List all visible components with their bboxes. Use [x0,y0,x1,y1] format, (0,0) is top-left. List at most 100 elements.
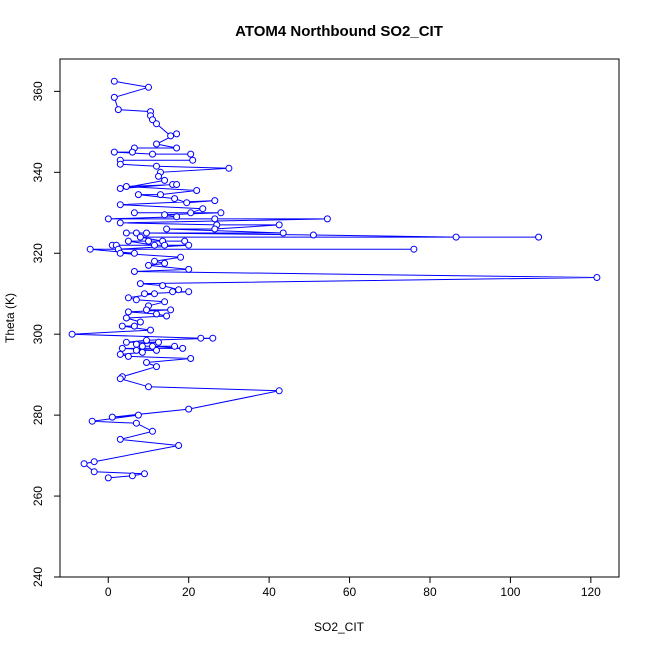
x-tick-label: 120 [581,585,601,599]
data-point [80,460,88,468]
y-tick-label: 300 [31,324,45,344]
data-point [114,106,122,114]
series-points [68,77,601,482]
data-point [155,338,162,346]
data-point [132,296,140,304]
data-point [68,330,76,338]
data-point [153,120,160,128]
data-point [155,172,162,180]
data-point [132,419,140,427]
data-point [161,241,169,249]
y-tick-label: 240 [31,567,45,587]
data-point [211,197,219,205]
data-point [173,181,181,188]
data-point [145,261,152,269]
data-point [211,215,219,223]
data-point [199,205,207,213]
x-tick-label: 20 [182,585,196,599]
data-point [410,245,418,253]
y-axis: 240 260 280 300 320 340 360 [31,81,61,587]
data-point [132,346,140,354]
y-tick-label: 360 [31,81,45,101]
data-point [181,237,189,245]
data-point [132,340,140,348]
data-point [134,191,142,199]
data-point [535,233,543,241]
data-point [151,241,158,249]
data-point [163,225,171,233]
data-point [151,290,158,298]
data-point [225,164,233,172]
y-tick-label: 280 [31,405,45,425]
data-point [171,195,179,203]
data-point [132,229,140,237]
data-point [197,334,205,342]
data-point [189,156,197,164]
data-point [217,209,225,217]
data-point [452,233,460,241]
data-point [128,472,136,480]
data-point [124,294,132,302]
data-point [157,191,164,199]
data-point [136,318,144,326]
data-point [110,77,118,85]
y-tick-label: 260 [31,486,45,506]
x-tick-label: 80 [423,585,437,599]
data-point [275,387,283,395]
data-point [116,160,124,168]
data-point [136,233,144,241]
data-point [161,211,169,219]
data-point [124,237,132,245]
data-point [187,355,195,362]
data-point [167,306,175,314]
data-point [124,308,132,316]
data-point [143,336,150,344]
data-point [177,253,185,261]
data-point [136,280,144,288]
data-point [143,306,150,314]
data-point [124,352,132,360]
data-point [104,215,112,223]
data-point [185,405,193,413]
data-point [122,338,130,346]
data-point [108,413,116,421]
data-point [175,442,183,449]
data-point [116,219,124,227]
data-point [163,312,171,320]
data-point [167,132,175,140]
x-tick-label: 40 [262,585,276,599]
data-point [175,286,183,294]
data-point [185,241,193,249]
data-point [153,162,160,170]
data-point [134,411,142,419]
data-point [279,229,287,237]
data-point [86,245,94,253]
data-point [90,468,98,476]
y-tick-label: 320 [31,243,45,263]
data-point [130,322,138,330]
data-point [128,148,136,156]
x-axis: 0 20 40 60 80 100 120 [105,576,601,599]
data-point [110,93,118,101]
data-point [151,257,158,265]
data-point [122,229,130,237]
data-point [122,314,130,322]
data-point [130,268,138,275]
data-point [161,259,169,267]
data-point [88,417,96,425]
data-point [179,344,187,352]
data-point [110,148,118,156]
data-point [141,290,148,298]
data-point [116,185,124,192]
x-axis-label: SO2_CIT [314,620,365,634]
x-tick-label: 100 [500,585,520,599]
data-point [116,435,124,443]
data-point [145,237,152,245]
data-point [309,231,317,239]
data-point [116,375,124,383]
x-tick-label: 60 [343,585,357,599]
data-point [187,209,195,217]
data-point [275,221,283,229]
data-point [161,176,169,184]
data-point [145,383,152,391]
